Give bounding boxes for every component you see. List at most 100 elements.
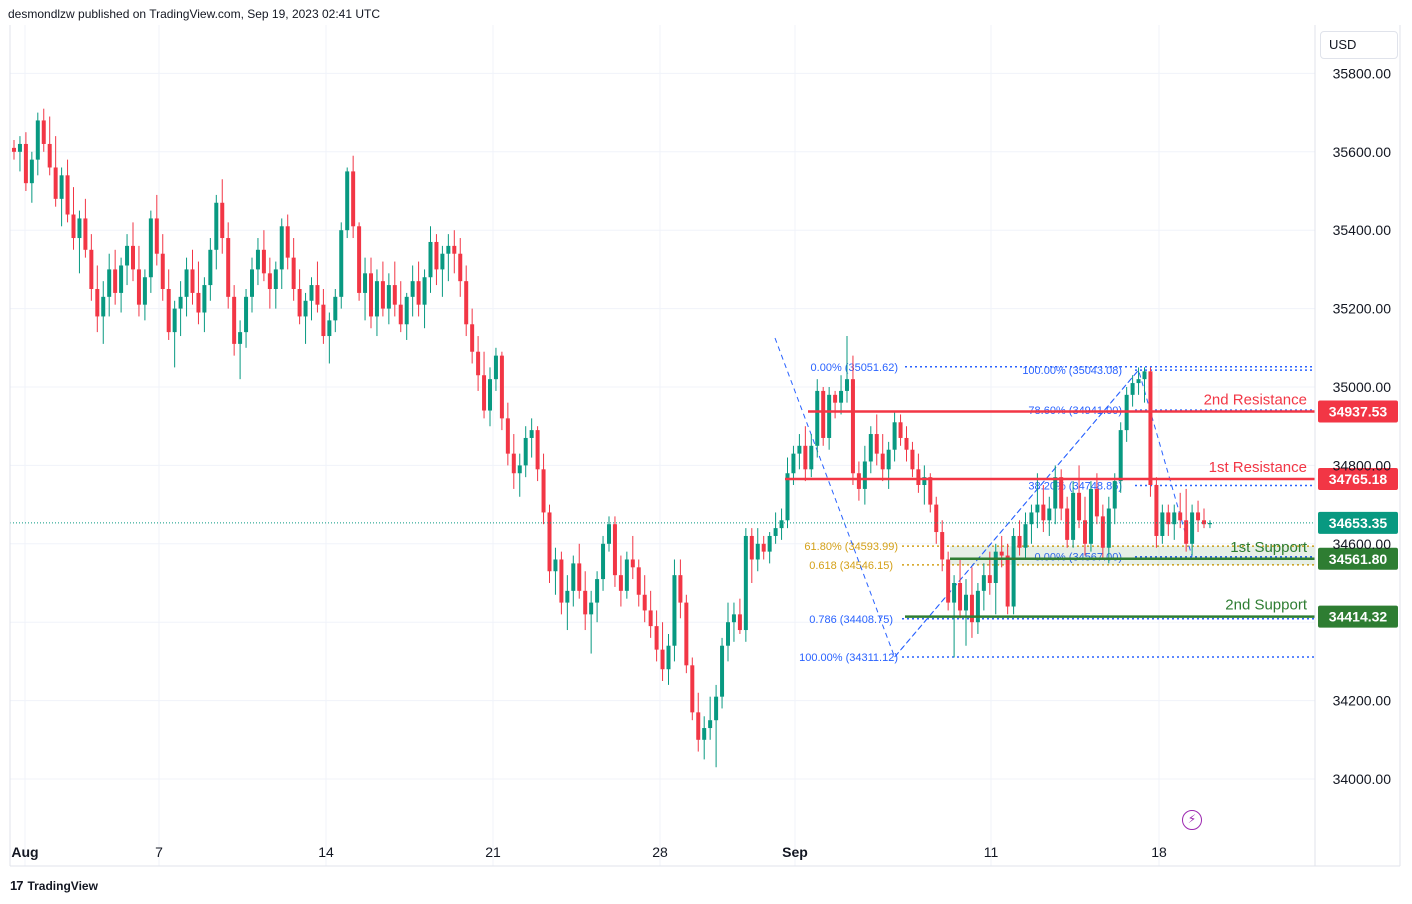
candle [404,292,409,340]
candle-body [458,253,463,282]
candle-body [773,528,778,536]
candle [505,402,510,466]
candle-body [190,269,195,293]
candle [958,559,963,619]
candle [809,434,814,478]
candle [392,261,397,317]
candle [184,257,189,317]
currency-selector[interactable]: USD [1320,31,1398,59]
candle-body [184,269,189,297]
candle-body [529,430,534,438]
candle [660,622,665,681]
candle-body [285,226,290,258]
tradingview-logo[interactable]: 17 TradingView [10,878,98,893]
candle [1142,367,1147,403]
candle [839,375,844,415]
candle-body [47,143,52,168]
candle-body [1207,523,1212,525]
candle-body [589,602,594,615]
y-tick-label: 35200.00 [1333,301,1392,317]
candle [125,234,130,286]
candle [565,575,570,631]
candle-body [446,245,451,254]
candle-body [1196,512,1201,521]
candle-body [940,532,945,560]
candle [1160,504,1165,544]
price-tag: 34561.80 [1318,547,1398,570]
candle-body [1154,485,1159,536]
candle [410,265,415,317]
candle-body [952,583,957,603]
y-tick-label: 34800.00 [1333,457,1392,473]
price-axis: 34000.00 34200.00 34600.00 34800.00 35000.00… [1333,65,1392,787]
candle [95,265,100,333]
candle-body [214,202,219,250]
current-price-tag-text: 34653.35 [1329,515,1388,531]
candle-body [1106,508,1111,548]
candle [77,210,82,274]
candle [29,151,34,203]
candle [464,265,469,337]
candle-body [41,120,46,144]
candle-body [726,622,730,646]
candle [904,426,909,462]
candle-body [398,304,403,325]
candle [743,528,748,642]
candle-body [380,281,385,309]
candle [1124,387,1129,442]
candle-body [154,218,159,254]
candle [767,532,772,564]
x-tick-label: 21 [485,844,501,860]
candle-body [642,594,647,611]
level-name-label: 2nd Resistance [1204,391,1307,408]
lightning-icon[interactable]: ⚡ [1182,810,1202,830]
candle [226,222,231,309]
candle-body [1071,492,1076,540]
candle [1118,422,1123,493]
candle [827,387,832,450]
candle-body [964,594,968,611]
candle-body [160,253,165,289]
candle-body [1059,477,1064,509]
candle-body [410,281,415,297]
candle [255,238,260,286]
candle-body [749,535,754,560]
candle [101,281,106,344]
candle [488,367,492,427]
candle [910,441,915,478]
candle [833,390,838,419]
price-tag-text: 34414.32 [1329,609,1388,625]
candle-body [535,430,540,470]
candle-body [850,379,855,474]
candle-body [856,473,861,489]
candle-body [523,437,528,466]
candle-body [666,645,671,670]
time-axis: Aug 7 14 21 28 Sep 11 18 [11,844,1167,860]
candle-body [107,269,112,297]
candle [386,273,391,325]
candle-body [678,575,683,603]
x-tick-label: 18 [1151,844,1167,860]
candle-body [910,449,915,470]
candle [726,602,730,662]
candle-body [267,273,272,289]
candle [969,567,974,638]
candle-body [345,171,350,231]
candle-body [898,422,903,438]
candle-body [226,238,231,297]
candle-body [220,202,225,239]
y-tick-label: 35000.00 [1333,379,1392,395]
candle [821,387,826,446]
candle-body [374,281,379,317]
candle [737,598,742,634]
candle [458,238,463,297]
candle [303,292,308,344]
candle [1100,504,1105,560]
candle-body [618,575,623,591]
candle-body [583,590,588,615]
candle-body [916,469,921,485]
candle-body [1005,555,1010,607]
candle [999,535,1004,568]
candle-body [630,559,635,568]
